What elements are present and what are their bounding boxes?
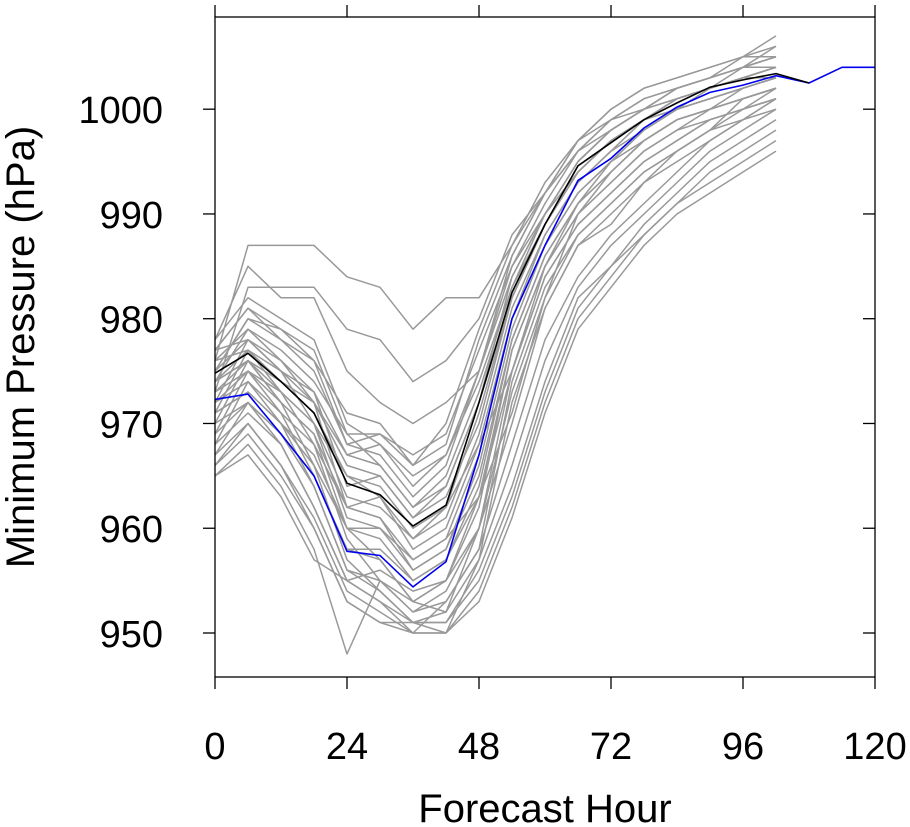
x-axis-title: Forecast Hour [418, 787, 671, 827]
y-axis-title: Minimum Pressure (hPa) [0, 126, 43, 568]
x-tick-label: 48 [458, 726, 500, 768]
ensemble-member-line-31 [214, 98, 777, 613]
y-tick-label: 980 [100, 300, 163, 342]
highlight-lines [214, 66, 875, 588]
x-tick-label: 96 [722, 726, 764, 768]
y-tick-label: 950 [100, 614, 163, 656]
ensemble-member-line-36 [214, 150, 777, 634]
black-series-line [214, 72, 810, 527]
y-tick-label: 1000 [78, 90, 163, 132]
ensemble-member-line-29 [214, 87, 777, 561]
ensemble-member-line-26 [214, 56, 777, 509]
y-tick-label: 990 [100, 195, 163, 237]
x-tick-label: 0 [204, 726, 225, 768]
ensemble-member-line-13 [214, 108, 777, 634]
y-tick-label: 970 [100, 404, 163, 446]
x-tick-labels: 0 24 48 72 96 120 [204, 726, 906, 768]
ensemble-member-line-25 [214, 56, 776, 467]
ensemble-member-line-30 [214, 87, 777, 603]
ensemble-member-line-28 [214, 77, 777, 540]
ensemble-lines [214, 35, 777, 655]
plot-frame [214, 16, 876, 678]
ensemble-member-line-34 [214, 129, 777, 624]
blue-series-line [214, 66, 875, 588]
ensemble-member-line-16 [214, 45, 777, 467]
ensemble-member-line-33 [214, 119, 777, 624]
ensemble-member-line-10 [214, 97, 777, 603]
tick-marks [203, 5, 876, 689]
y-tick-labels: 950 960 970 980 990 1000 [78, 90, 163, 656]
ensemble-member-line-35 [214, 139, 777, 634]
ensemble-member-line-15 [214, 87, 777, 592]
ensemble-member-line-32 [214, 108, 777, 624]
x-tick-label: 24 [326, 726, 368, 768]
x-tick-label: 72 [590, 726, 632, 768]
x-tick-label: 120 [843, 726, 906, 768]
ensemble-member-line-14 [214, 97, 777, 655]
y-tick-label: 960 [100, 509, 163, 551]
